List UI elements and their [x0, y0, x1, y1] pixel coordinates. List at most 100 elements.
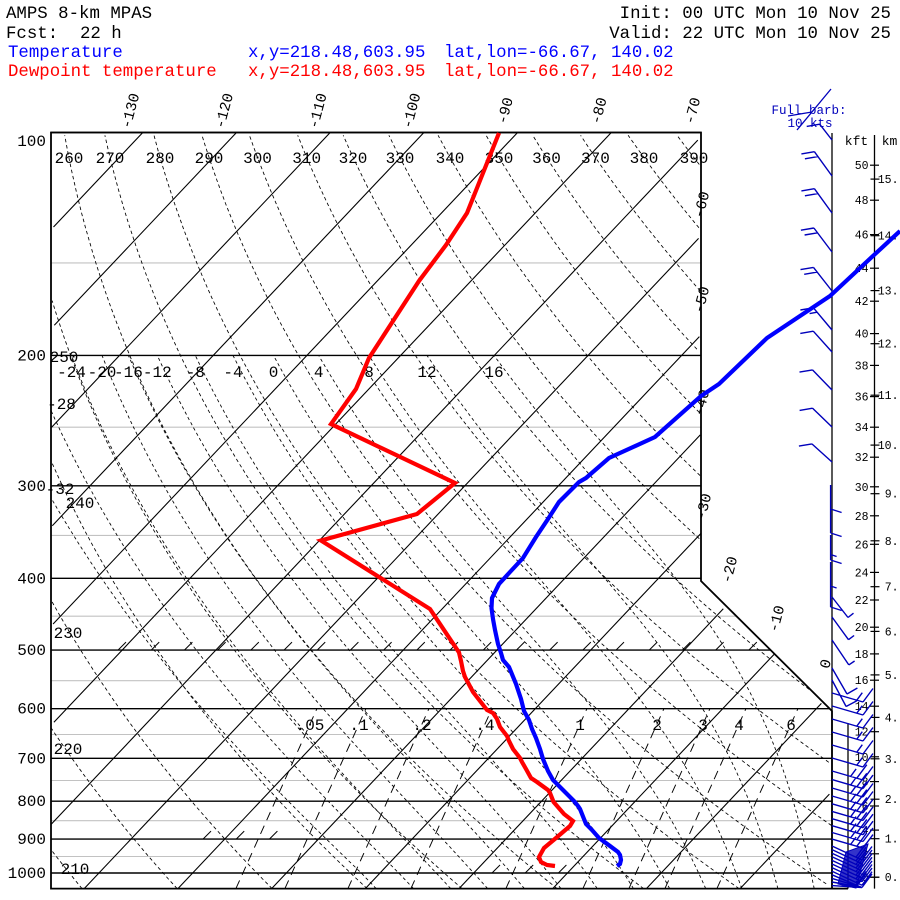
svg-text:1: 1 [575, 717, 585, 735]
svg-text:22: 22 [855, 595, 869, 608]
svg-text:48: 48 [855, 195, 869, 208]
svg-text:24: 24 [855, 567, 869, 580]
svg-text:-80: -80 [588, 96, 611, 126]
svg-text:320: 320 [339, 150, 368, 168]
svg-text:Temperature: Temperature [8, 44, 123, 63]
svg-text:380: 380 [630, 150, 659, 168]
svg-text:2.: 2. [885, 794, 899, 807]
svg-text:0.: 0. [885, 872, 899, 885]
svg-text:4: 4 [734, 717, 744, 735]
svg-text:-30: -30 [693, 492, 716, 522]
svg-text:0: 0 [269, 364, 279, 382]
svg-text:30: 30 [855, 482, 869, 495]
svg-text:360: 360 [532, 150, 561, 168]
svg-text:32: 32 [855, 452, 869, 465]
svg-text:44: 44 [855, 263, 869, 276]
svg-text:-10: -10 [766, 604, 789, 634]
svg-text:13.: 13. [878, 286, 899, 299]
svg-text:270: 270 [96, 150, 125, 168]
svg-text:12.: 12. [878, 339, 899, 352]
svg-text:700: 700 [17, 750, 46, 768]
svg-text:230: 230 [54, 625, 83, 643]
svg-text:-16: -16 [114, 364, 143, 382]
svg-text:330: 330 [386, 150, 415, 168]
svg-text:2: 2 [652, 717, 662, 735]
svg-text:310: 310 [292, 150, 321, 168]
svg-text:260: 260 [55, 150, 84, 168]
svg-text:km: km [882, 134, 898, 149]
svg-text:lat,lon=-66.67, 140.02: lat,lon=-66.67, 140.02 [444, 63, 674, 82]
svg-text:250: 250 [50, 349, 79, 367]
svg-text:-20: -20 [88, 364, 117, 382]
svg-text:210: 210 [61, 861, 90, 879]
svg-text:18: 18 [855, 649, 869, 662]
svg-text:500: 500 [17, 642, 46, 660]
svg-text:Valid: 22 UTC Mon 10 Nov 25: Valid: 22 UTC Mon 10 Nov 25 [609, 25, 891, 44]
svg-text:20: 20 [855, 622, 869, 635]
svg-text:14.: 14. [878, 231, 899, 244]
svg-text:AMPS 8-km MPAS: AMPS 8-km MPAS [6, 5, 152, 24]
svg-text:16: 16 [855, 675, 869, 688]
svg-text:Full barb:: Full barb: [771, 104, 846, 118]
svg-text:6: 6 [786, 717, 796, 735]
svg-text:10 kts: 10 kts [787, 117, 832, 131]
svg-text:280: 280 [146, 150, 175, 168]
svg-text:200: 200 [17, 347, 46, 365]
svg-text:x,y=218.48,603.95: x,y=218.48,603.95 [248, 63, 425, 82]
svg-text:900: 900 [17, 831, 46, 849]
svg-text:-8: -8 [186, 364, 205, 382]
svg-text:340: 340 [436, 150, 465, 168]
svg-text:Init: 00 UTC Mon 10 Nov 25: Init: 00 UTC Mon 10 Nov 25 [620, 5, 891, 24]
svg-text:Dewpoint temperature: Dewpoint temperature [8, 63, 217, 82]
svg-text:16: 16 [484, 364, 503, 382]
svg-text:.1: .1 [349, 717, 368, 735]
svg-text:42: 42 [855, 296, 869, 309]
svg-text:9.: 9. [885, 489, 899, 502]
svg-text:600: 600 [17, 701, 46, 719]
svg-text:-60: -60 [691, 190, 714, 220]
svg-text:.2: .2 [412, 717, 431, 735]
svg-text:5.: 5. [885, 670, 899, 683]
svg-text:11.: 11. [878, 390, 899, 403]
svg-text:-20: -20 [719, 555, 742, 585]
svg-text:40: 40 [855, 329, 869, 342]
svg-text:26: 26 [855, 539, 869, 552]
svg-text:50: 50 [855, 160, 869, 173]
svg-text:10.: 10. [878, 440, 899, 453]
svg-text:8.: 8. [885, 536, 899, 549]
svg-text:400: 400 [17, 570, 46, 588]
svg-text:-70: -70 [682, 96, 705, 126]
svg-text:8: 8 [364, 364, 374, 382]
svg-text:4.: 4. [885, 712, 899, 725]
svg-text:12: 12 [417, 364, 436, 382]
svg-text:300: 300 [17, 478, 46, 496]
svg-text:0: 0 [817, 658, 836, 671]
svg-text:370: 370 [581, 150, 610, 168]
svg-text:0: 0 [862, 872, 869, 885]
svg-text:34: 34 [855, 422, 869, 435]
svg-text:-90: -90 [495, 96, 518, 126]
svg-text:-12: -12 [143, 364, 172, 382]
svg-text:.4: .4 [475, 717, 494, 735]
svg-text:300: 300 [243, 150, 272, 168]
svg-text:28: 28 [855, 511, 869, 524]
svg-text:6.: 6. [885, 626, 899, 639]
svg-text:-40: -40 [691, 388, 714, 418]
svg-text:240: 240 [66, 495, 95, 513]
svg-text:290: 290 [195, 150, 224, 168]
svg-text:390: 390 [680, 150, 709, 168]
svg-text:x,y=218.48,603.95: x,y=218.48,603.95 [248, 44, 425, 63]
svg-text:-4: -4 [223, 364, 242, 382]
svg-text:7.: 7. [885, 582, 899, 595]
svg-text:1.: 1. [885, 834, 899, 847]
svg-text:kft: kft [845, 134, 868, 149]
svg-text:46: 46 [855, 230, 869, 243]
svg-text:.05: .05 [296, 717, 325, 735]
svg-text:Fcst:: Fcst: [6, 25, 58, 44]
svg-text:3.: 3. [885, 754, 899, 767]
svg-text:15.: 15. [878, 174, 899, 187]
svg-text:36: 36 [855, 392, 869, 405]
svg-text:1000: 1000 [8, 865, 46, 883]
svg-text:-24: -24 [57, 364, 86, 382]
svg-text:-28: -28 [47, 396, 76, 414]
